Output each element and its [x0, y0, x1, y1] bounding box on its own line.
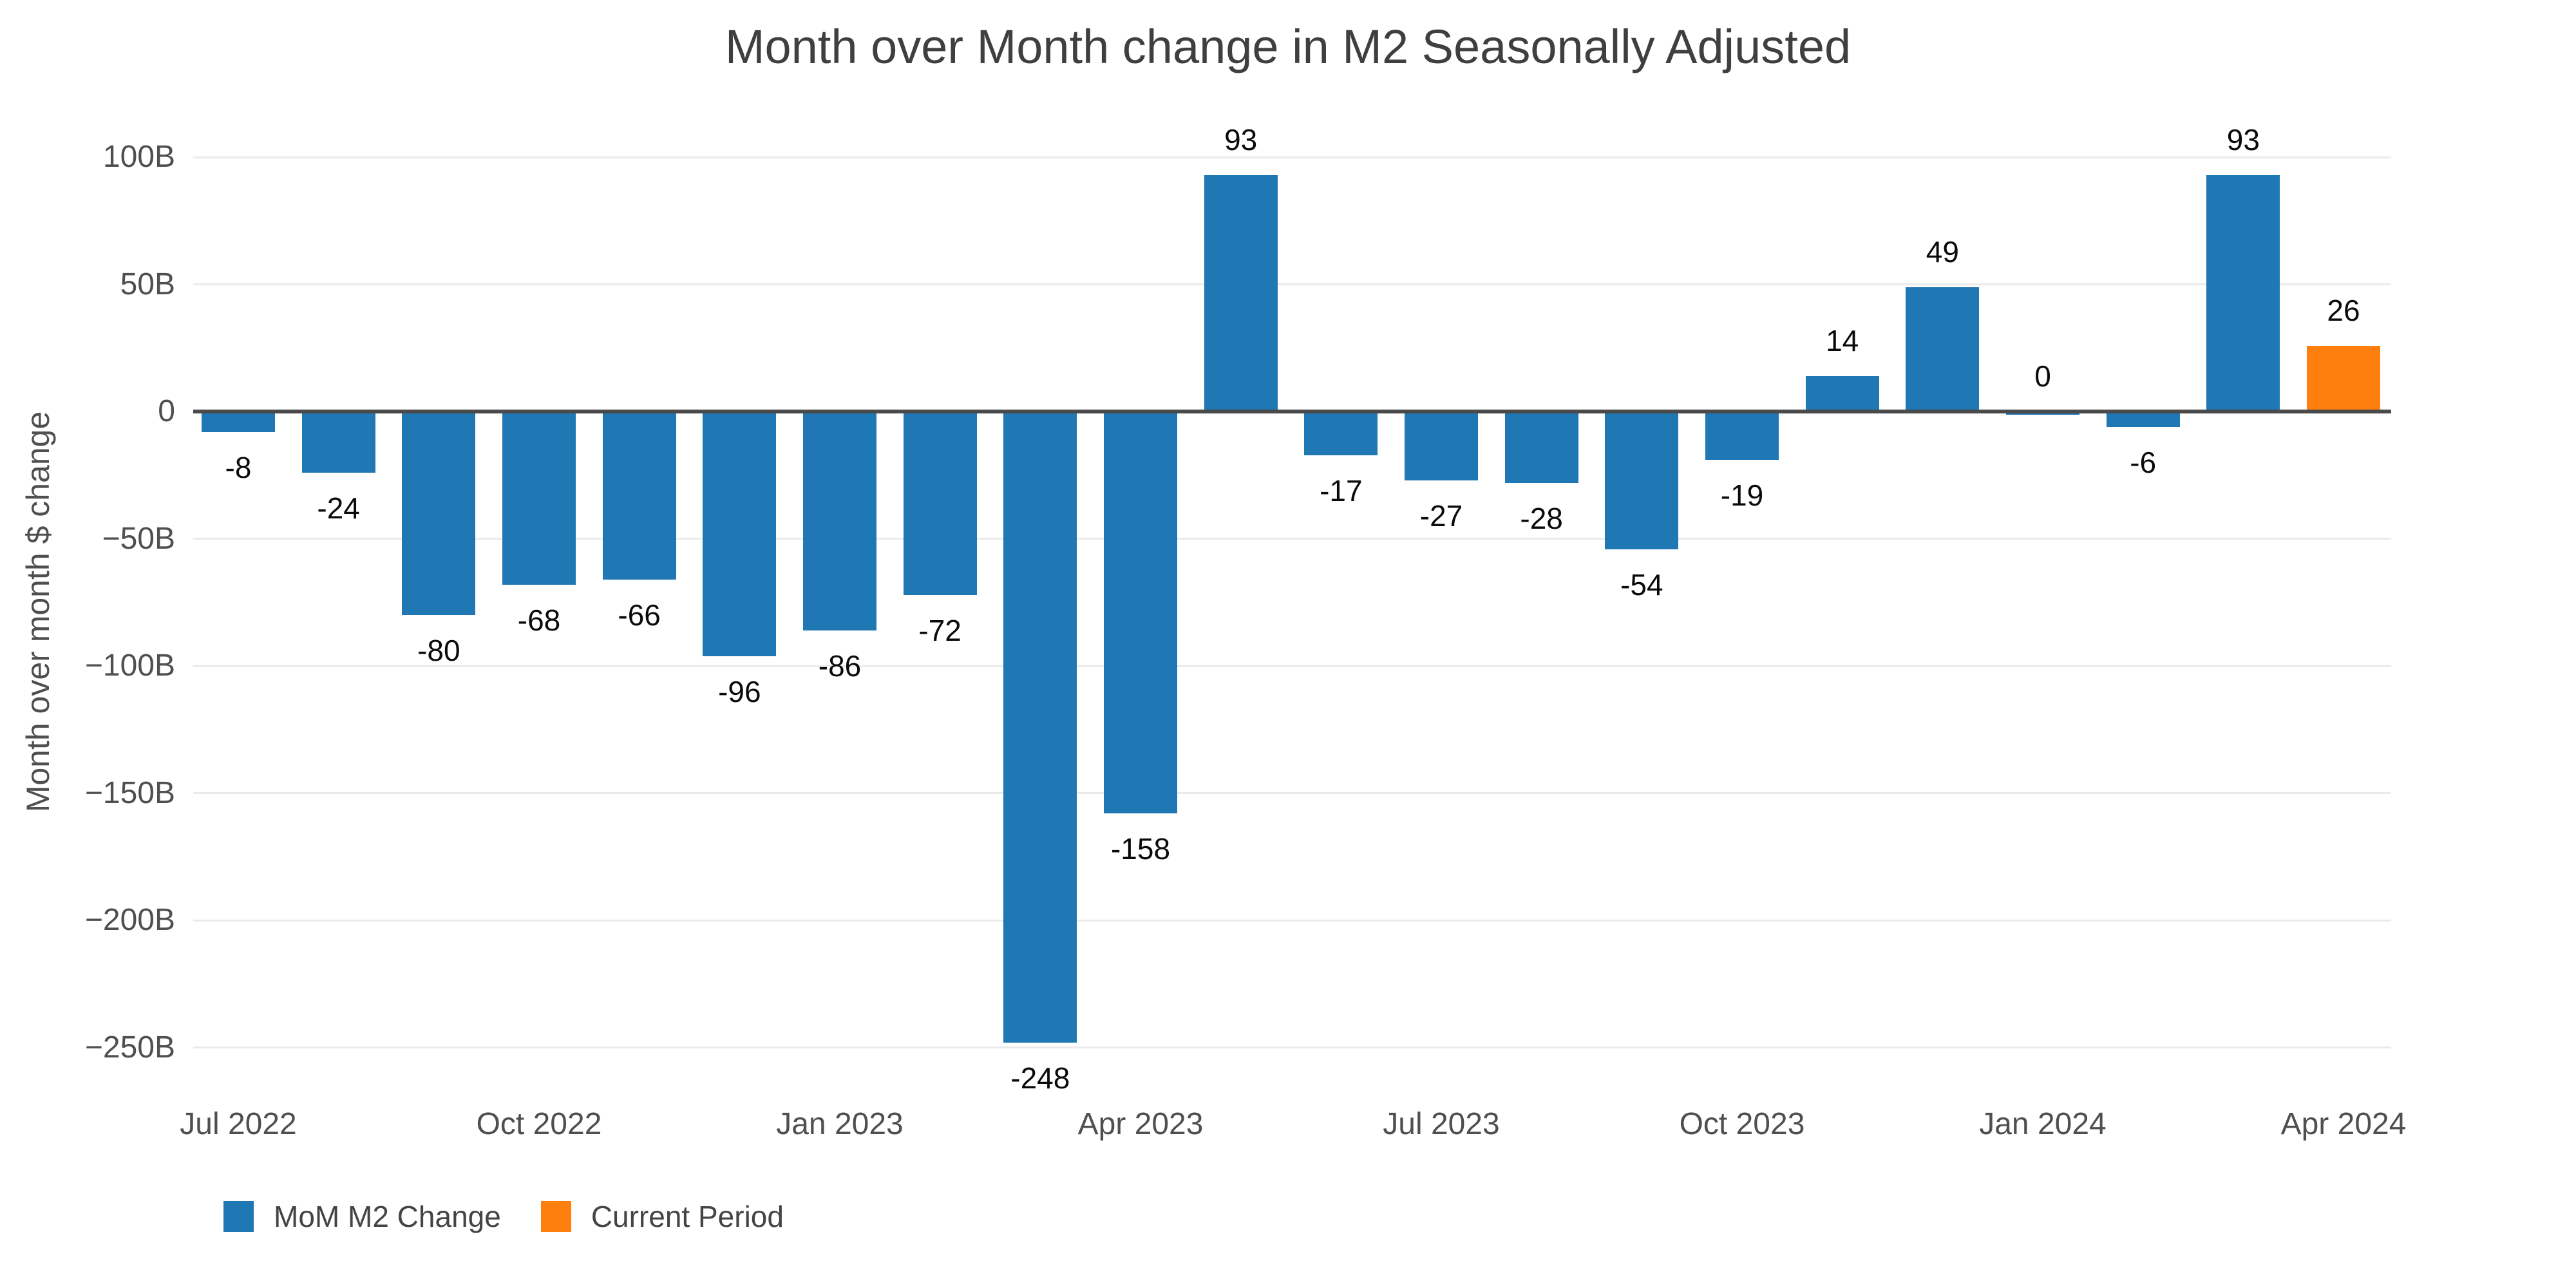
x-axis-tick-label: Jul 2023 — [1383, 1107, 1500, 1141]
gridline — [193, 665, 2391, 667]
bar-value-label: -24 — [317, 491, 360, 526]
bar[interactable] — [402, 412, 476, 616]
bar-value-label: -19 — [1720, 478, 1764, 513]
y-axis-tick-label: 0 — [158, 394, 175, 429]
x-axis-tick-label: Oct 2023 — [1679, 1107, 1805, 1141]
bar[interactable] — [903, 412, 977, 595]
bar-value-label: -17 — [1320, 473, 1363, 507]
bar-value-label: -27 — [1419, 499, 1463, 533]
gridline — [193, 538, 2391, 540]
bar-value-label: 93 — [2226, 123, 2260, 157]
bar-value-label: -72 — [918, 613, 961, 647]
bar-value-label: -86 — [818, 649, 862, 683]
bar-value-label: -8 — [225, 451, 252, 485]
legend-swatch-icon — [223, 1201, 254, 1232]
x-axis-tick-label: Jul 2022 — [180, 1107, 297, 1141]
x-axis-tick-label: Apr 2023 — [1077, 1107, 1204, 1141]
bar-value-label: -68 — [517, 603, 561, 637]
bar[interactable] — [1204, 175, 1278, 413]
legend-label: Current Period — [591, 1200, 784, 1233]
bar[interactable] — [803, 412, 876, 631]
x-axis-tick-label: Oct 2022 — [476, 1107, 602, 1141]
bar-value-label: 93 — [1224, 123, 1258, 157]
legend-item-current-period[interactable]: Current Period — [540, 1199, 784, 1234]
y-axis-tick-label: −100B — [84, 649, 175, 683]
bar-value-label: -6 — [2130, 446, 2157, 480]
bar[interactable] — [1705, 412, 1779, 460]
legend-label: MoM M2 Change — [274, 1200, 501, 1233]
y-axis-tick-label: −250B — [84, 1030, 175, 1065]
bar[interactable] — [602, 412, 676, 580]
x-axis-tick-label: Jan 2024 — [1979, 1107, 2107, 1141]
legend-item-mom-m2-change[interactable]: MoM M2 Change — [223, 1199, 501, 1234]
bar[interactable] — [1304, 412, 1378, 455]
bar-value-label: 0 — [2034, 359, 2051, 393]
bar[interactable] — [1906, 287, 1980, 413]
gridline — [193, 792, 2391, 795]
bar-value-label: -96 — [718, 674, 761, 708]
bar[interactable] — [301, 412, 375, 473]
gridline — [193, 1046, 2391, 1049]
y-axis-tick-label: −200B — [84, 903, 175, 938]
bar-value-label: -158 — [1110, 832, 1171, 866]
bar[interactable] — [1405, 412, 1478, 481]
bar-value-label: -28 — [1520, 502, 1563, 536]
bar[interactable] — [1805, 376, 1879, 413]
bar[interactable] — [703, 412, 777, 656]
bar[interactable] — [202, 412, 275, 433]
y-axis-tick-label: 100B — [102, 140, 175, 175]
bar-value-label: 14 — [1826, 324, 1859, 358]
bar[interactable] — [1003, 412, 1077, 1043]
bar-current-period[interactable] — [2307, 345, 2380, 413]
y-axis-tick-label: −50B — [102, 521, 175, 556]
gridline — [193, 919, 2391, 922]
bar-value-label: -80 — [417, 634, 460, 668]
bar[interactable] — [502, 412, 576, 585]
x-axis-tick-label: Apr 2024 — [2280, 1107, 2407, 1141]
chart-title: Month over Month change in M2 Seasonally… — [724, 20, 1852, 73]
bar-value-label: 26 — [2327, 293, 2360, 327]
bar[interactable] — [1605, 412, 1679, 549]
bar-value-label: 49 — [1926, 234, 1959, 269]
legend-swatch-icon — [540, 1201, 571, 1232]
zero-baseline — [193, 410, 2391, 414]
x-axis-tick-label: Jan 2023 — [776, 1107, 904, 1141]
bar[interactable] — [2106, 412, 2180, 428]
gridline — [193, 283, 2391, 286]
gridline — [193, 156, 2391, 158]
bar-value-label: -248 — [1010, 1061, 1070, 1095]
y-axis-tick-label: −150B — [84, 775, 175, 810]
y-axis-tick-label: 50B — [120, 267, 175, 301]
bar[interactable] — [1104, 412, 1177, 814]
bar[interactable] — [1504, 412, 1578, 484]
legend: MoM M2 Change Current Period — [223, 1199, 784, 1234]
bar[interactable] — [2206, 175, 2280, 413]
bar-value-label: -54 — [1620, 567, 1663, 601]
bar-value-label: -66 — [618, 598, 661, 632]
